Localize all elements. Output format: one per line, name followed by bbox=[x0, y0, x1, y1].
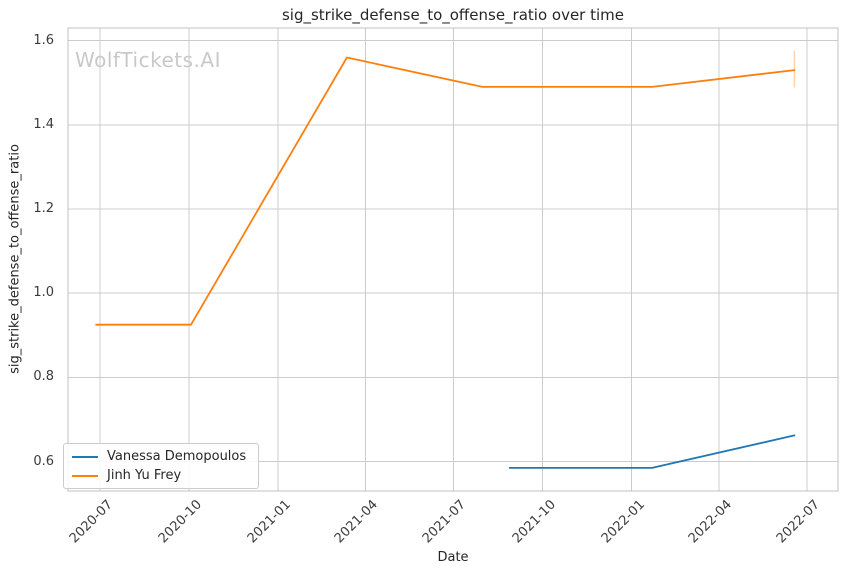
y-tick-label: 1.0 bbox=[33, 285, 54, 301]
y-tick-label: 0.8 bbox=[33, 369, 54, 385]
y-axis-label: sig_strike_defense_to_offense_ratio bbox=[7, 144, 23, 374]
legend-line-swatch-vanessa bbox=[72, 455, 98, 458]
y-tick-label: 1.6 bbox=[33, 32, 54, 48]
watermark: WolfTickets.AI bbox=[75, 48, 221, 72]
plot-border bbox=[67, 27, 839, 492]
y-tick-label: 1.4 bbox=[33, 116, 54, 132]
chart-title: sig_strike_defense_to_offense_ratio over… bbox=[281, 6, 625, 24]
y-tick-label: 0.6 bbox=[33, 453, 54, 469]
y-tick-label: 1.2 bbox=[33, 200, 54, 216]
legend: Vanessa Demopoulos Jinh Yu Frey bbox=[63, 443, 260, 489]
legend-item: Jinh Yu Frey bbox=[72, 468, 246, 483]
legend-label: Vanessa Demopoulos bbox=[107, 449, 247, 464]
legend-label: Jinh Yu Frey bbox=[107, 468, 182, 483]
series-line bbox=[95, 56, 796, 326]
x-axis-label: Date bbox=[437, 550, 469, 565]
legend-item: Vanessa Demopoulos bbox=[72, 449, 246, 464]
series-line bbox=[508, 434, 796, 469]
legend-line-swatch-jinh bbox=[72, 474, 98, 477]
